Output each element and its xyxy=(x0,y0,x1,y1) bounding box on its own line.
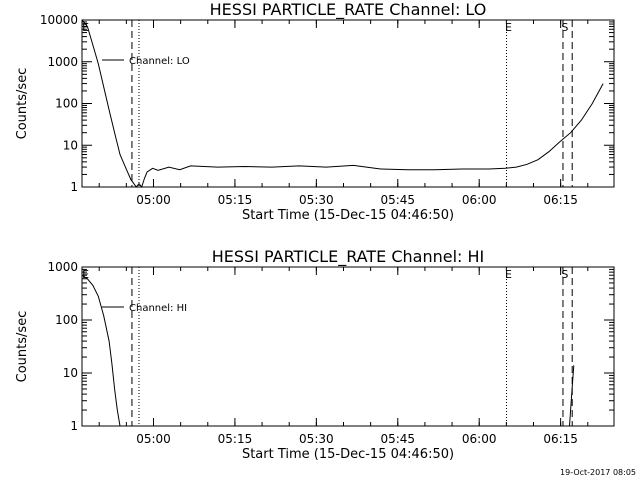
plot-frame xyxy=(81,19,615,188)
event-marker-label: E xyxy=(82,268,89,281)
x-tick-label: 05:15 xyxy=(218,193,253,207)
footer-timestamp: 19-Oct-2017 08:05 xyxy=(560,468,636,477)
x-tick-label: 05:45 xyxy=(380,193,415,207)
y-tick-label: 10 xyxy=(63,138,78,152)
x-tick-label: 05:30 xyxy=(299,432,334,446)
y-tick-label: 100 xyxy=(55,313,78,327)
y-axis-label: Counts/sec xyxy=(15,311,30,383)
y-tick-label: 1000 xyxy=(47,260,78,274)
event-marker-label: E xyxy=(505,21,512,34)
y-tick-label: 1 xyxy=(70,419,78,433)
x-tick-label: 05:15 xyxy=(218,432,253,446)
data-series-line xyxy=(81,274,575,427)
x-tick-label: 06:15 xyxy=(543,193,578,207)
plot-frame xyxy=(81,266,615,427)
x-tick-label: 05:45 xyxy=(380,432,415,446)
x-tick-label: 06:00 xyxy=(462,193,497,207)
x-tick-label: 05:30 xyxy=(299,193,334,207)
data-series-line xyxy=(81,19,604,189)
x-tick-label: 06:00 xyxy=(462,432,497,446)
y-axis-label: Counts/sec xyxy=(15,68,30,140)
y-tick-label: 10000 xyxy=(40,13,78,27)
x-tick-label: 05:00 xyxy=(136,193,171,207)
event-marker-label: E xyxy=(82,21,89,34)
event-marker-label: E xyxy=(505,268,512,281)
legend-label: Channel: HI xyxy=(129,303,187,314)
y-tick-label: 100 xyxy=(55,97,78,111)
x-axis-label: Start Time (15-Dec-15 04:46:50) xyxy=(242,208,454,223)
x-tick-label: 06:15 xyxy=(543,432,578,446)
x-tick-label: 05:00 xyxy=(136,432,171,446)
y-tick-label: 1000 xyxy=(47,55,78,69)
legend-label: Channel: LO xyxy=(129,56,190,67)
y-tick-label: 10 xyxy=(63,366,78,380)
x-axis-label: Start Time (15-Dec-15 04:46:50) xyxy=(242,447,454,462)
event-marker-label: S xyxy=(561,21,568,34)
event-marker-label: S xyxy=(561,268,568,281)
plot-lo: HESSI PARTICLE_RATE Channel: LO Counts/se… xyxy=(15,0,615,223)
y-tick-label: 1 xyxy=(70,180,78,194)
chart-title: HESSI PARTICLE_RATE Channel: HI xyxy=(212,247,485,267)
chart-title: HESSI PARTICLE_RATE Channel: LO xyxy=(210,0,487,20)
plot-hi: HESSI PARTICLE_RATE Channel: HI Counts/se… xyxy=(15,247,615,462)
